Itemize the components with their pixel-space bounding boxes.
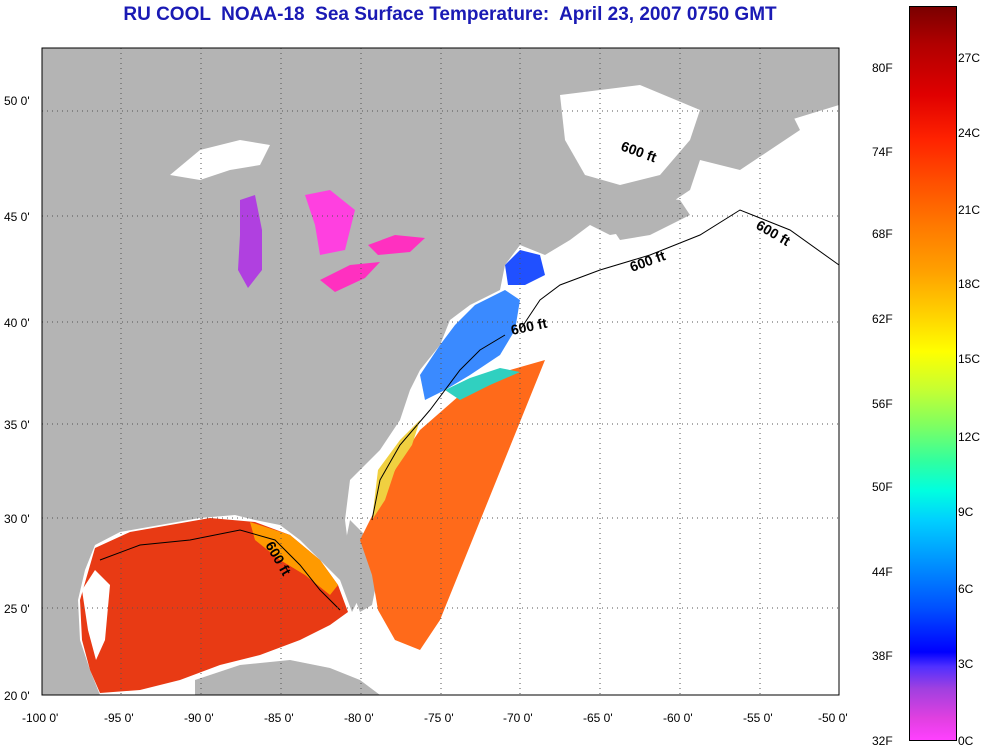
colorbar-f-label: 38F <box>872 649 893 663</box>
isobath-line <box>519 209 840 331</box>
colorbar-f-label: 80F <box>872 61 893 75</box>
sst-atlantic-shelf-green <box>372 420 420 520</box>
lat-label: 30 0' <box>4 512 30 526</box>
colorbar-c-label: 12C <box>958 430 981 444</box>
colorbar-f-label: 62F <box>872 312 893 326</box>
gulf-st-lawrence <box>560 85 700 185</box>
lake-superior <box>170 140 270 180</box>
colorbar-f-label: 56F <box>872 397 893 411</box>
lake-ontario <box>368 235 425 255</box>
sst-gulf-of-maine <box>505 250 545 285</box>
lake-michigan <box>238 195 262 288</box>
lat-label: 50 0' <box>4 94 30 108</box>
sst-atlantic-warm <box>360 360 545 650</box>
colorbar-f-label: 50F <box>872 480 893 494</box>
isobath-label: 600 ft <box>509 315 548 338</box>
map-frame <box>41 47 840 696</box>
sst-gulf-west-shelf <box>82 570 110 660</box>
colorbar-f-label: 68F <box>872 227 893 241</box>
land-cuba <box>195 660 380 695</box>
land-newfoundland <box>695 70 800 150</box>
lon-label: -50 0' <box>818 711 848 725</box>
map-title: RU COOL NOAA-18 Sea Surface Temperature:… <box>123 4 777 25</box>
lat-label: 45 0' <box>4 210 30 224</box>
sst-slope-water <box>445 368 520 400</box>
colorbar-c-label: 0C <box>958 734 974 748</box>
colorbar-f-label: 44F <box>872 565 893 579</box>
lon-label: -70 0' <box>503 711 533 725</box>
lon-label: -90 0' <box>184 711 214 725</box>
temperature-colorbar <box>909 6 957 741</box>
colorbar-f-label: 74F <box>872 145 893 159</box>
colorbar-c-label: 9C <box>958 505 974 519</box>
lon-label: -100 0' <box>22 711 58 725</box>
lake-erie <box>320 262 380 292</box>
colorbar-f-label: 32F <box>872 734 893 748</box>
lat-label: 20 0' <box>4 689 30 703</box>
lon-label: -60 0' <box>663 711 693 725</box>
colorbar-c-label: 3C <box>958 657 974 671</box>
lake-huron <box>305 190 355 255</box>
lon-label: -65 0' <box>583 711 613 725</box>
colorbar-c-label: 27C <box>958 51 981 65</box>
lon-label: -55 0' <box>743 711 773 725</box>
lon-label: -75 0' <box>424 711 454 725</box>
sst-gulf-of-mexico <box>80 518 348 693</box>
colorbar-c-label: 18C <box>958 277 981 291</box>
lat-label: 35 0' <box>4 418 30 432</box>
lat-label: 40 0' <box>4 316 30 330</box>
sst-map: 600 ft 600 ft 600 ft 600 ft 600 ft 50 0'… <box>4 47 848 725</box>
isobath-line <box>99 529 341 611</box>
colorbar-c-label: 15C <box>958 352 981 366</box>
sst-mid-atlantic <box>420 290 520 400</box>
colorbar-c-label: 24C <box>958 126 981 140</box>
isobath-line <box>371 334 506 521</box>
lon-label: -80 0' <box>344 711 374 725</box>
lon-label: -95 0' <box>104 711 134 725</box>
lon-label: -85 0' <box>264 711 294 725</box>
land-nova-scotia <box>600 195 690 240</box>
colorbar-c-label: 21C <box>958 203 981 217</box>
colorbar-c-label: 6C <box>958 582 974 596</box>
lat-label: 25 0' <box>4 602 30 616</box>
